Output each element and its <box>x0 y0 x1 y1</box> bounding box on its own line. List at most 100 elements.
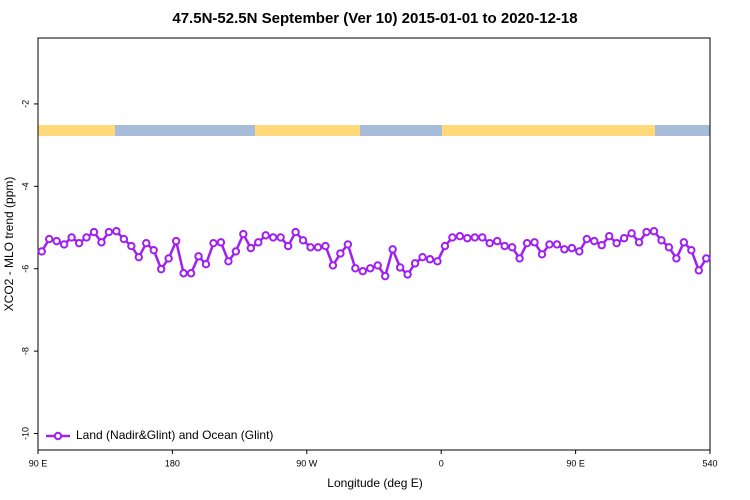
series-point <box>45 234 54 244</box>
x-tick-label: 0 <box>439 458 444 468</box>
series-point <box>127 241 136 251</box>
series-point <box>149 245 158 255</box>
series-point <box>530 238 539 247</box>
series-point <box>702 254 711 263</box>
y-axis-label: XCO2 - MLO trend (ppm) <box>2 177 16 312</box>
series-point <box>254 238 263 247</box>
series-point <box>224 257 233 266</box>
y-tick-label: -2 <box>20 100 30 108</box>
series-point <box>269 233 278 242</box>
series-point <box>410 259 420 268</box>
series-point <box>485 238 494 248</box>
series-point <box>418 252 427 262</box>
series-point <box>104 227 114 237</box>
series-point <box>642 227 651 237</box>
series-point <box>313 243 323 252</box>
series-point <box>179 269 188 278</box>
series-point <box>186 269 196 278</box>
series-point <box>679 238 689 247</box>
series-point <box>358 266 367 276</box>
series-point <box>239 229 248 239</box>
series-point <box>351 264 360 273</box>
series-point <box>119 234 129 244</box>
series-point <box>336 249 345 258</box>
series-point <box>164 254 173 263</box>
series-point <box>657 236 666 245</box>
series-point <box>89 227 99 237</box>
series-point <box>687 245 696 255</box>
series-point <box>112 227 121 236</box>
series-point <box>395 263 405 272</box>
series-point <box>537 250 547 259</box>
series-point <box>209 238 218 248</box>
series-point <box>246 243 256 253</box>
series-point <box>59 240 69 249</box>
series-point <box>157 264 166 274</box>
x-axis-label: Longitude (deg E) <box>327 476 422 490</box>
x-tick-label: 90 W <box>296 458 318 468</box>
series-point <box>67 233 76 242</box>
series-point <box>470 233 479 242</box>
series-point <box>328 261 338 270</box>
series-point <box>500 241 509 251</box>
series-point <box>522 238 532 248</box>
series-point <box>619 234 629 243</box>
series-point <box>597 241 606 250</box>
series-point <box>194 252 203 261</box>
legend-label: Land (Nadir&Glint) and Ocean (Glint) <box>76 428 273 442</box>
x-tick-label: 180 <box>165 458 180 468</box>
series-point <box>343 240 353 249</box>
series-point <box>515 254 524 263</box>
y-tick-label: -10 <box>20 427 30 440</box>
series-point <box>373 261 382 270</box>
series-point <box>261 231 270 240</box>
series-point <box>649 227 659 236</box>
series-point <box>37 247 46 256</box>
series-point <box>672 254 681 263</box>
series-point <box>478 233 487 242</box>
series-point <box>366 264 375 273</box>
series-point <box>440 241 450 251</box>
land-ocean-strip <box>38 125 710 136</box>
y-tick-label: -4 <box>20 182 30 190</box>
x-tick-label: 90 E <box>566 458 585 468</box>
series-point <box>664 243 674 252</box>
series-point <box>283 241 293 251</box>
series-point <box>82 233 91 242</box>
series-point <box>433 257 442 266</box>
series-point <box>605 231 614 241</box>
series-point <box>52 236 61 246</box>
series-point <box>590 236 599 246</box>
series-point <box>216 238 226 247</box>
series-point <box>455 231 465 241</box>
series-point <box>425 255 435 264</box>
series-point <box>306 243 315 252</box>
series-point <box>575 247 584 256</box>
series-point <box>627 229 636 238</box>
series-point <box>134 252 144 262</box>
series-point <box>298 236 308 245</box>
chart-title: 47.5N-52.5N September (Ver 10) 2015-01-0… <box>172 10 577 27</box>
series-point <box>142 238 151 248</box>
x-tick-label: 540 <box>702 458 717 468</box>
series-point <box>403 270 412 279</box>
series-point <box>97 238 106 247</box>
x-tick-label: 90 E <box>29 458 48 468</box>
series-point <box>448 233 457 242</box>
series-point <box>201 259 211 269</box>
plot-frame <box>37 37 711 451</box>
y-tick-label: -6 <box>20 265 30 273</box>
series-point <box>507 243 517 252</box>
series-point <box>276 233 285 242</box>
legend-marker <box>53 431 63 441</box>
series-point <box>552 240 562 249</box>
y-tick-label: -8 <box>20 347 30 355</box>
series-point <box>694 266 703 275</box>
series-point <box>463 234 472 243</box>
series-point <box>388 245 397 254</box>
series-point <box>493 236 502 246</box>
series-point <box>560 245 569 254</box>
series-point <box>291 227 300 237</box>
series-point <box>545 240 554 249</box>
